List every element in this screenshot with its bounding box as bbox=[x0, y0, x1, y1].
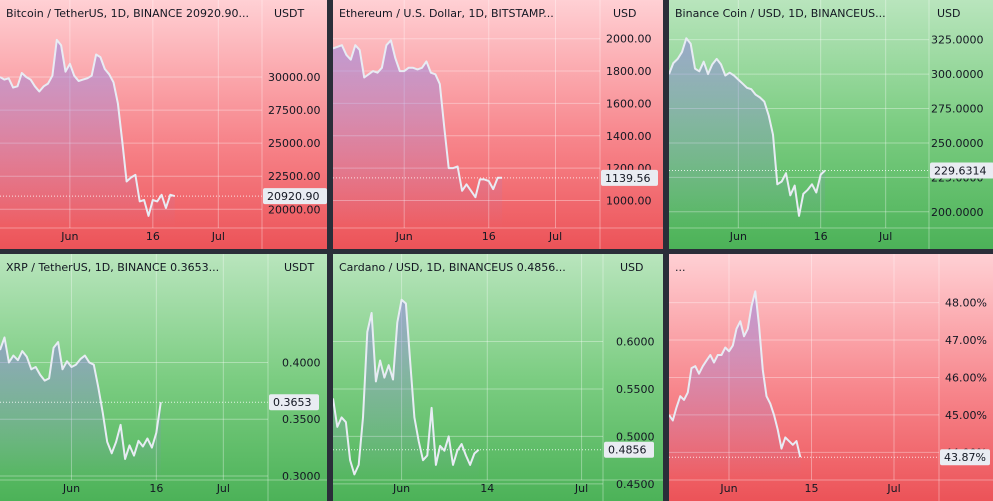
x-tick-label: Jul bbox=[211, 230, 225, 243]
chart-plot[interactable]: 48.00%47.00%46.00%45.00%44.00%Jun15Jul43… bbox=[669, 254, 993, 501]
y-tick-label: 0.5500 bbox=[616, 383, 655, 396]
y-tick-label: 200.0000 bbox=[931, 206, 984, 219]
last-price-tag-label: 229.6314 bbox=[934, 164, 987, 177]
series-line bbox=[669, 37, 826, 217]
symbol-title[interactable]: Ethereum / U.S. Dollar, 1D, BITSTAMP... bbox=[339, 7, 554, 20]
symbol-title[interactable]: Cardano / USD, 1D, BINANCEUS 0.4856... bbox=[339, 261, 566, 274]
x-tick-label: Jul bbox=[548, 230, 562, 243]
x-tick-label: Jul bbox=[886, 482, 900, 495]
symbol-title[interactable]: Bitcoin / TetherUS, 1D, BINANCE 20920.90… bbox=[6, 7, 249, 20]
currency-label: USDT bbox=[274, 7, 305, 20]
y-tick-label: 25000.00 bbox=[268, 137, 321, 150]
symbol-title[interactable]: Binance Coin / USD, 1D, BINANCEUS... bbox=[675, 7, 886, 20]
chart-plot[interactable]: 30000.00 27500.00 25000.00 22500.00 20000.00… bbox=[0, 0, 327, 249]
y-tick-label: 46.00% bbox=[945, 371, 987, 384]
last-price-tag bbox=[269, 394, 319, 411]
x-tick-label: Jun bbox=[60, 230, 78, 243]
y-tick-label: 0.5000 bbox=[616, 430, 655, 443]
series-line bbox=[669, 290, 802, 458]
last-price-tag bbox=[604, 441, 654, 458]
y-tick-label: 275.0000 bbox=[931, 103, 984, 116]
x-tick-label: Jun bbox=[719, 482, 737, 495]
last-price-tag-label: 0.3653 bbox=[273, 396, 312, 409]
last-price-tag bbox=[263, 188, 327, 205]
x-tick-label: Jul bbox=[878, 230, 892, 243]
x-tick-label: 16 bbox=[482, 230, 496, 243]
chart-panel-btc[interactable]: 30000.00 27500.00 25000.00 22500.00 20000.00… bbox=[0, 0, 327, 249]
x-tick-label: Jul bbox=[216, 482, 230, 495]
y-tick-label: 2000.00 bbox=[606, 33, 652, 46]
y-tick-label: 1800.00 bbox=[606, 65, 652, 78]
x-tick-label: 16 bbox=[149, 482, 163, 495]
y-tick-label: 1400.00 bbox=[606, 130, 652, 143]
x-tick-label: Jun bbox=[395, 230, 413, 243]
x-tick-label: Jun bbox=[392, 482, 410, 495]
chart-plot[interactable]: 0.4000 0.3500 0.3000 Jun 16 Jul 0.3653 bbox=[0, 254, 327, 501]
x-tick-label: 16 bbox=[814, 230, 828, 243]
currency-label: USD bbox=[620, 261, 644, 274]
y-tick-label: 27500.00 bbox=[268, 104, 321, 117]
y-tick-label: 1600.00 bbox=[606, 97, 652, 110]
series-line bbox=[333, 298, 480, 476]
series-area bbox=[669, 291, 801, 480]
last-price-tag-label: 20920.90 bbox=[267, 190, 320, 203]
chart-panel-bnb[interactable]: 325.0000300.0000275.0000250.0000225.0000… bbox=[669, 0, 993, 249]
symbol-title[interactable]: ... bbox=[675, 261, 686, 274]
chart-panel-xrp[interactable]: 0.4000 0.3500 0.3000 Jun 16 Jul 0.3653 XRP / T… bbox=[0, 254, 327, 501]
x-tick-label: 16 bbox=[146, 230, 160, 243]
x-tick-label: 15 bbox=[805, 482, 819, 495]
series-line bbox=[333, 39, 503, 199]
y-tick-label: 300.0000 bbox=[931, 68, 984, 81]
last-price-tag bbox=[940, 449, 990, 466]
x-tick-label: Jun bbox=[62, 482, 80, 495]
series-area bbox=[333, 299, 479, 480]
y-tick-label: 1000.00 bbox=[606, 194, 652, 207]
chart-panel-percent[interactable]: 48.00%47.00%46.00%45.00%44.00%Jun15Jul43… bbox=[669, 254, 993, 501]
last-price-tag-label: 1139.56 bbox=[605, 172, 651, 185]
series-line bbox=[0, 336, 162, 460]
currency-label: USD bbox=[937, 7, 961, 20]
last-price-tag-label: 0.4856 bbox=[608, 444, 647, 457]
chart-plot[interactable]: 325.0000300.0000275.0000250.0000225.0000… bbox=[669, 0, 993, 249]
x-tick-label: Jul bbox=[574, 482, 588, 495]
series-line bbox=[0, 38, 175, 217]
chart-panel-ada[interactable]: 0.6000 0.5500 0.5000 0.4500 Jun 14 Jul 0.4856 C… bbox=[333, 254, 663, 501]
symbol-title[interactable]: XRP / TetherUS, 1D, BINANCE 0.3653... bbox=[6, 261, 220, 274]
series-area bbox=[0, 39, 175, 229]
y-tick-label: 0.6000 bbox=[616, 335, 655, 348]
last-price-tag-label: 43.87% bbox=[944, 451, 986, 464]
y-tick-label: 0.4000 bbox=[282, 356, 321, 369]
y-tick-label: 30000.00 bbox=[268, 71, 321, 84]
y-tick-label: 250.0000 bbox=[931, 137, 984, 150]
y-tick-label: 325.0000 bbox=[931, 34, 984, 47]
series-area bbox=[0, 337, 161, 480]
y-tick-label: 0.3500 bbox=[282, 413, 321, 426]
y-tick-label: 0.4500 bbox=[616, 478, 655, 491]
chart-plot[interactable]: 0.6000 0.5500 0.5000 0.4500 Jun 14 Jul 0.4856 bbox=[333, 254, 663, 501]
y-tick-label: 45.00% bbox=[945, 409, 987, 422]
y-tick-label: 47.00% bbox=[945, 334, 987, 347]
y-tick-label: 22500.00 bbox=[268, 170, 321, 183]
last-price-tag bbox=[930, 162, 993, 179]
x-tick-label: 14 bbox=[480, 482, 494, 495]
currency-label: USD bbox=[613, 7, 637, 20]
y-tick-label: 48.00% bbox=[945, 297, 987, 310]
y-tick-label: 0.3000 bbox=[282, 470, 321, 483]
chart-plot[interactable]: 2000.001800.001600.001400.001200.001000.… bbox=[333, 0, 663, 249]
chart-panel-eth[interactable]: 2000.00 1800.00 1600.00 1400.00 1200.00 1000.… bbox=[333, 0, 663, 249]
y-tick-label: 20000.00 bbox=[268, 203, 321, 216]
x-tick-label: Jun bbox=[729, 230, 747, 243]
last-price-tag bbox=[601, 169, 658, 186]
currency-label: USDT bbox=[284, 261, 315, 274]
series-area bbox=[669, 38, 825, 228]
